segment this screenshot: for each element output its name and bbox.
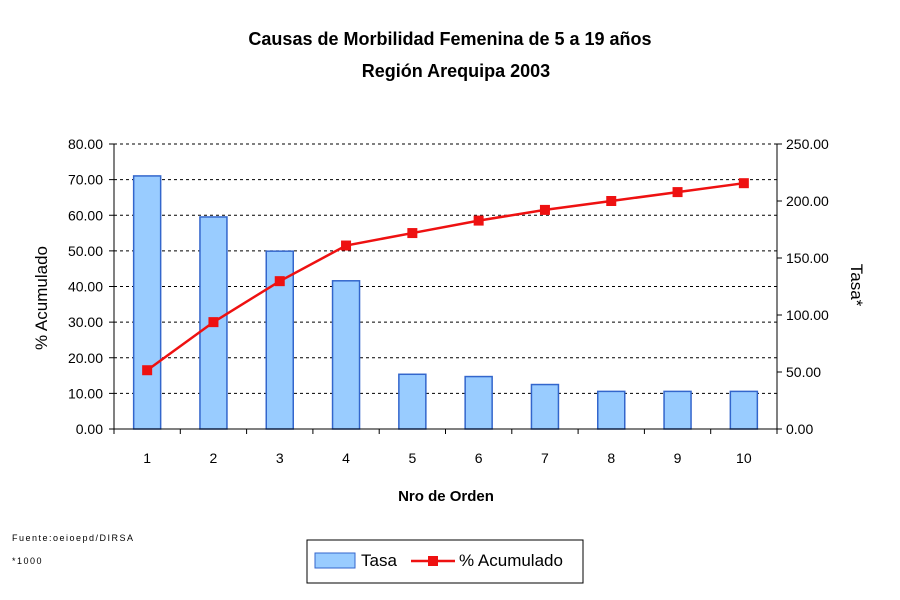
left-tick-label: 60.00 [68,207,103,223]
x-tick-label: 10 [736,450,752,466]
bar [597,390,626,430]
line-point [606,196,617,206]
left-tick-label: 20.00 [68,350,103,366]
unit-note: *1000 [12,556,43,566]
x-tick-label: 9 [674,450,682,466]
x-tick-label: 1 [143,450,151,466]
line-point [274,276,285,287]
bar [729,390,759,430]
left-tick-label: 40.00 [68,279,103,295]
bar [132,175,162,430]
bar [464,375,493,430]
right-tick-label: 100.00 [786,307,829,323]
left-tick-label: 0.00 [76,421,103,437]
chart-title: Causas de Morbilidad Femenina de 5 a 19 … [248,29,651,49]
left-tick-label: 30.00 [68,314,103,330]
line-point [407,228,418,239]
bar [331,280,361,430]
right-axis-title: Tasa* [847,264,866,307]
left-tick-label: 80.00 [68,136,103,152]
x-axis-title: Nro de Orden [398,488,494,505]
x-tick-label: 4 [342,450,350,466]
left-tick-label: 70.00 [68,172,103,188]
right-tick-label: 0.00 [786,421,813,437]
legend-marker-acumulado [428,556,438,566]
x-tick-label: 5 [408,450,416,466]
right-tick-label: 200.00 [786,193,829,209]
right-tick-label: 250.00 [786,136,829,152]
line-point [208,317,219,328]
bar [398,373,427,430]
x-tick-label: 3 [276,450,284,466]
left-tick-label: 50.00 [68,243,103,259]
x-tick-label: 2 [210,450,218,466]
legend: Tasa % Acumulado [306,539,584,584]
line-point [738,178,749,189]
x-tick-label: 7 [541,450,549,466]
source-note: Fuente:oeioepd/DIRSA [12,533,135,543]
right-tick-label: 150.00 [786,250,829,266]
line-point [539,204,550,215]
acumulado-line [146,181,745,372]
bar [530,383,560,430]
legend-label-tasa: Tasa [361,551,397,570]
chart-subtitle: Región Arequipa 2003 [362,61,550,81]
line-series-acumulado [142,178,749,376]
legend-label-acumulado: % Acumulado [459,551,563,570]
left-tick-label: 10.00 [68,385,103,401]
legend-swatch-tasa [314,552,356,569]
line-point [473,215,484,226]
line-point [672,187,683,198]
right-tick-label: 50.00 [786,364,821,380]
line-point [341,240,352,251]
x-tick-label: 8 [607,450,615,466]
line-point [142,365,153,376]
axes [109,143,782,434]
bar-series-tasa [132,175,759,430]
left-axis-title: % Acumulado [32,246,51,350]
x-tick-label: 6 [475,450,483,466]
bar [663,390,692,430]
tick-labels: 0.0010.0020.0030.0040.0050.0060.0070.008… [68,136,829,466]
